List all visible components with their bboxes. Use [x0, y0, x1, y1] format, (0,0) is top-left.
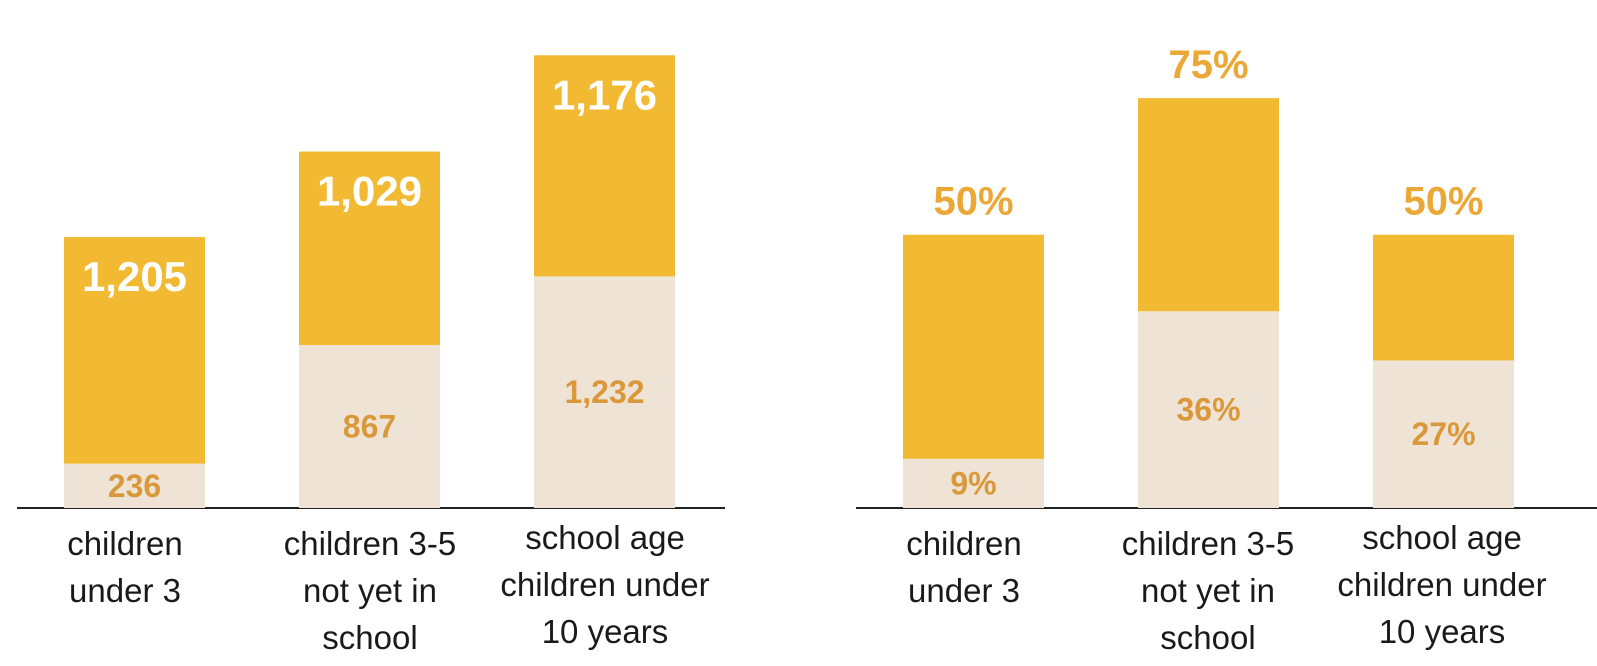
category-label-children-3-5: children 3-5 not yet in school [283, 525, 457, 656]
bar-upper-school-age [534, 55, 675, 277]
bar-lower-children-3-5 [1138, 311, 1279, 508]
bar-lower-children-3-5 [299, 345, 440, 508]
data-label-lower-children-3-5: 867 [343, 409, 396, 445]
chart-left-plot: 236 1,205 867 1,029 1,232 1,176 [17, 55, 725, 509]
data-label-lower-school-age: 1,232 [564, 374, 644, 410]
bar-lower-children-under-3 [903, 458, 1044, 508]
bar-lower-school-age [1373, 360, 1514, 508]
data-label-upper-school-age: 50% [1403, 180, 1483, 224]
category-label-school-age: school age children under 10 years [500, 519, 710, 650]
category-label-children-under-3: children under 3 [67, 525, 183, 609]
data-label-upper-school-age: 1,176 [552, 71, 657, 118]
category-label-school-age: school age children under 10 years [1337, 519, 1547, 650]
category-label-children-3-5: children 3-5 not yet in school [1121, 525, 1295, 656]
bar-upper-children-under-3 [64, 237, 205, 464]
data-label-upper-children-under-3: 1,205 [82, 253, 187, 300]
data-label-lower-children-under-3: 236 [108, 468, 161, 504]
data-label-lower-children-3-5: 36% [1176, 392, 1240, 428]
data-label-lower-school-age: 27% [1411, 416, 1475, 452]
data-label-upper-children-under-3: 50% [933, 180, 1013, 224]
bar-upper-school-age [1373, 234, 1514, 361]
data-label-lower-children-under-3: 9% [950, 465, 996, 501]
bar-upper-children-3-5 [299, 151, 440, 346]
bar-upper-children-under-3 [903, 234, 1044, 459]
bar-lower-children-under-3 [64, 463, 205, 508]
bar-upper-children-3-5 [1138, 98, 1279, 312]
chart-left: 236 1,205 867 1,029 1,232 1,176 children unde… [0, 0, 760, 666]
bar-lower-school-age [534, 276, 675, 508]
data-label-upper-children-3-5: 75% [1168, 43, 1248, 87]
data-label-upper-children-3-5: 1,029 [317, 168, 422, 215]
chart-right: 9% 50% 36% 75% 27% 50% children under 3 child… [760, 0, 1597, 666]
category-label-children-under-3: children under 3 [906, 525, 1022, 609]
chart-right-plot: 9% 50% 36% 75% 27% 50% [856, 43, 1597, 509]
